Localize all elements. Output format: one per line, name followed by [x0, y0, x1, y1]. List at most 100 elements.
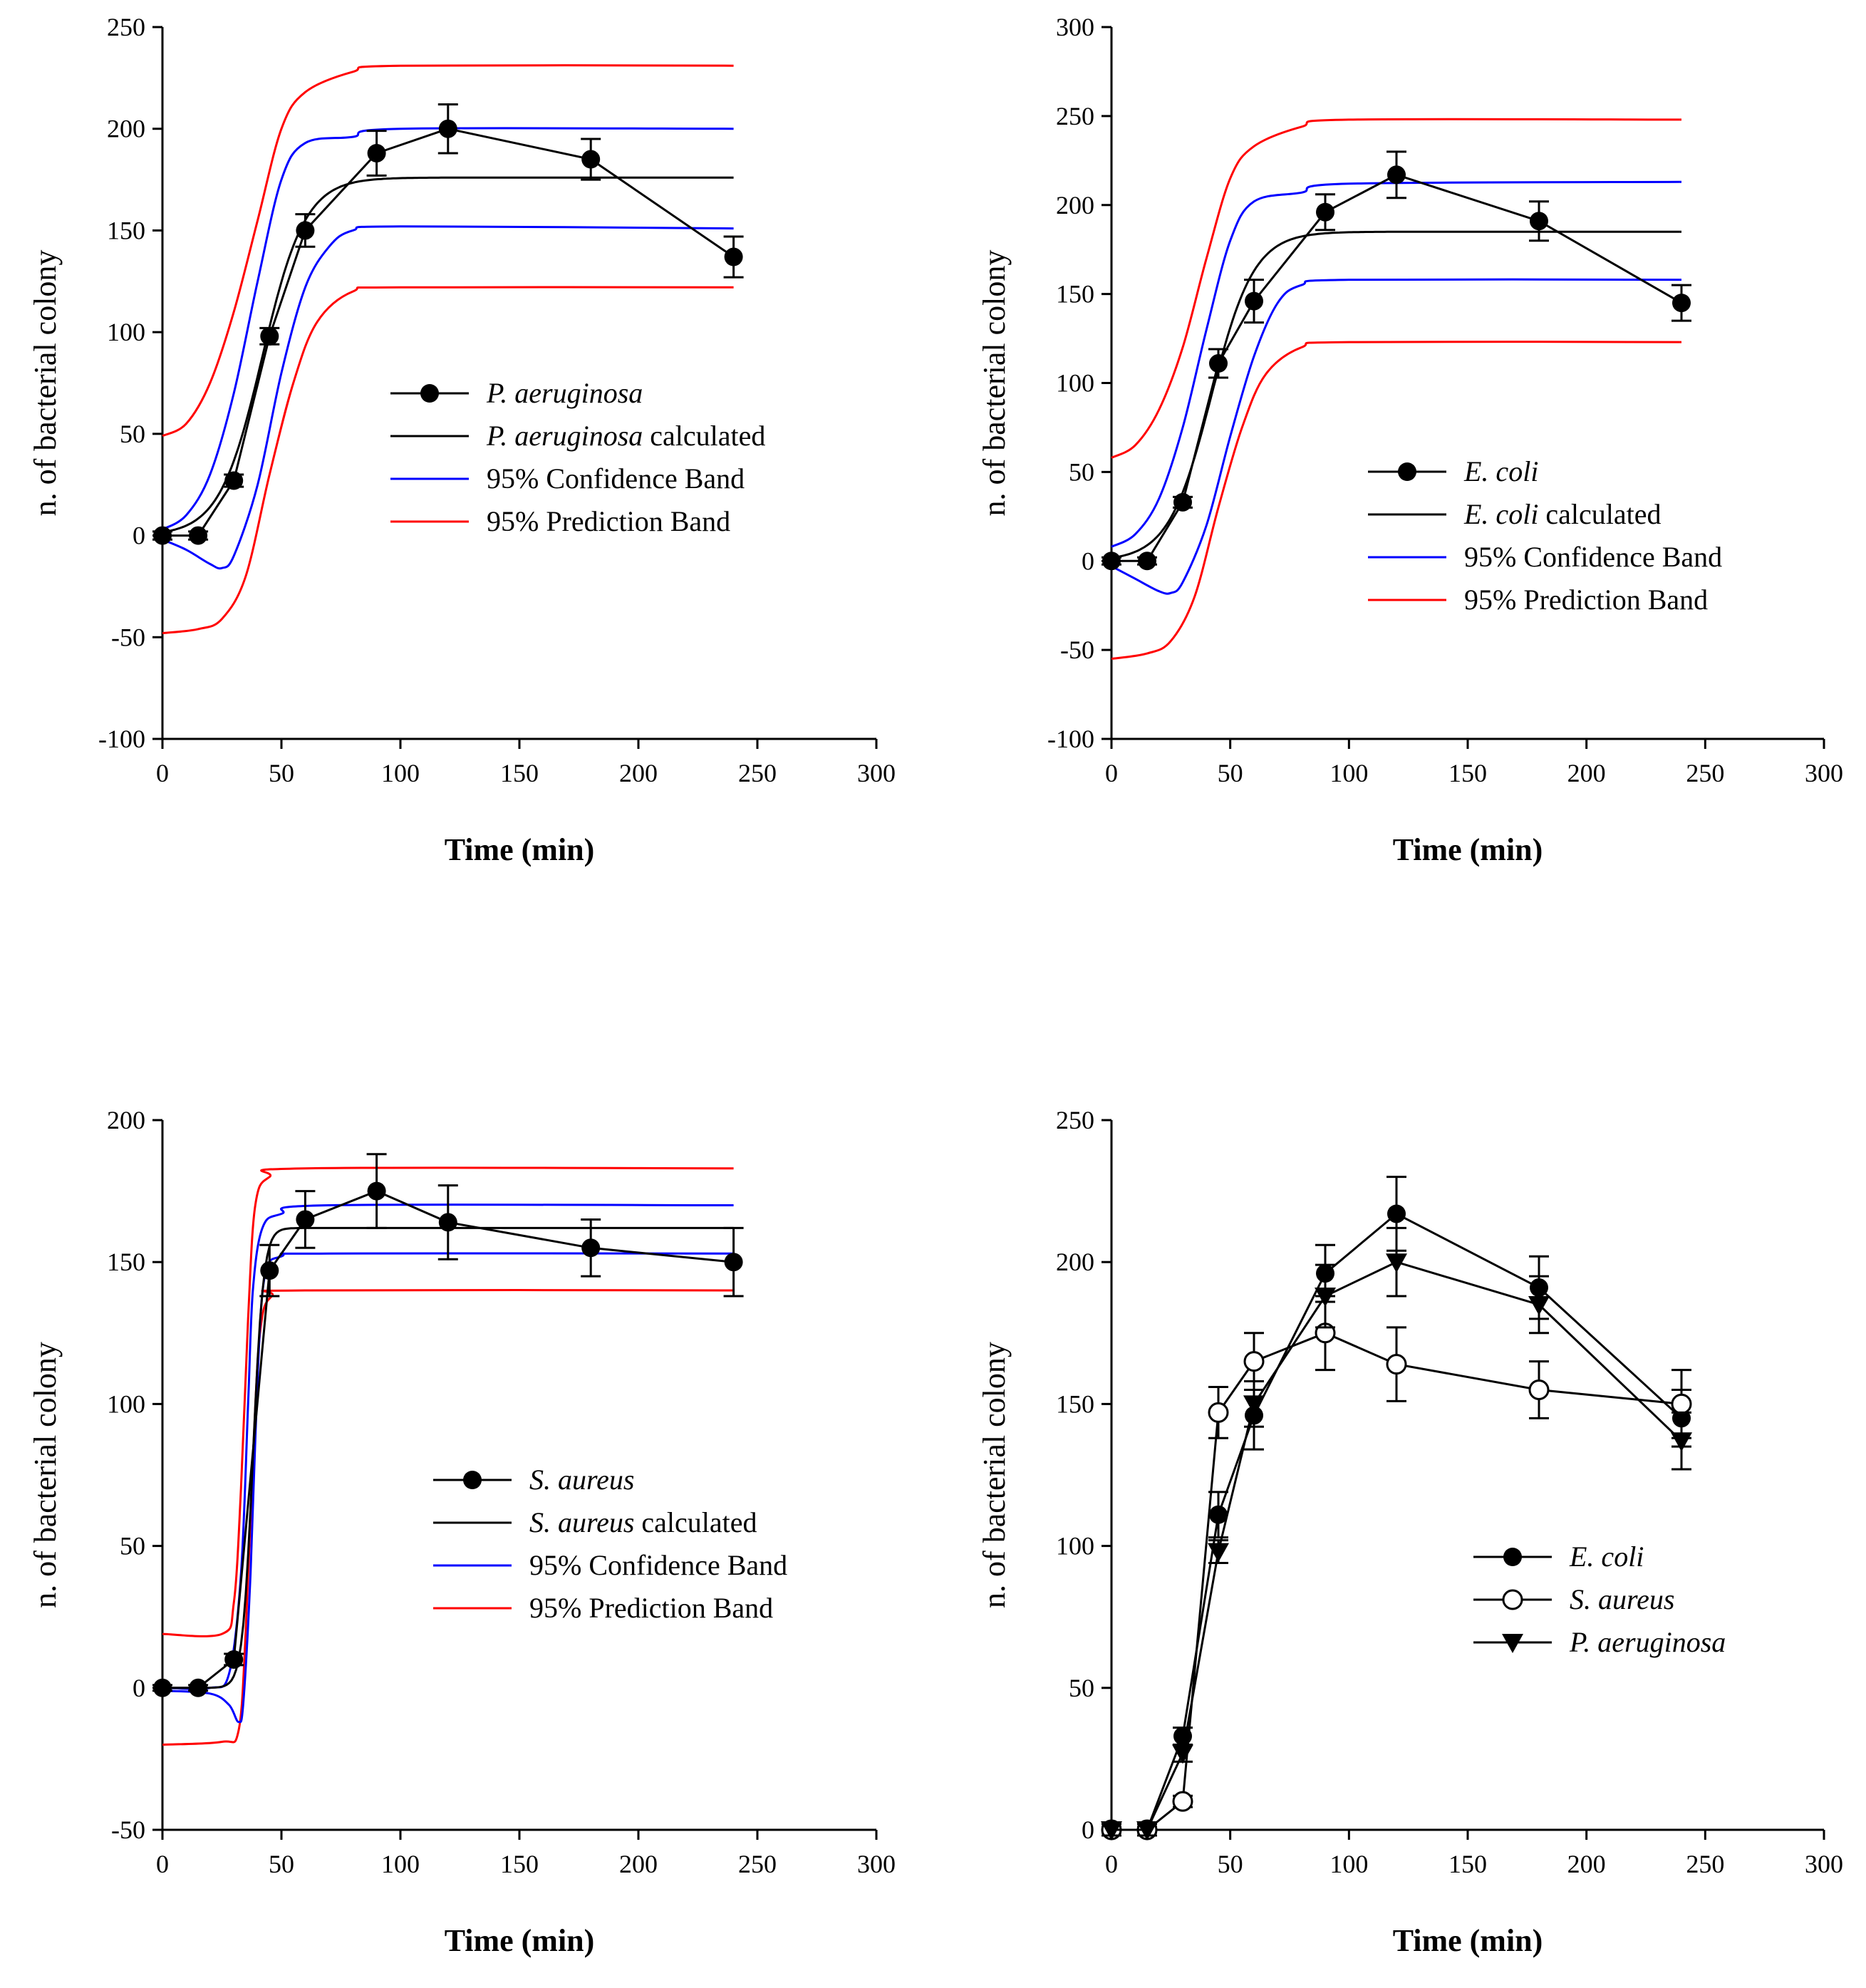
x-tick-label: 300	[1805, 759, 1843, 787]
legend-label-text: 95% Prediction Band	[1464, 584, 1708, 616]
data-point	[189, 1678, 208, 1697]
data-point	[1136, 1821, 1158, 1841]
x-tick-label: 100	[1329, 759, 1368, 787]
legend-label: 95% Confidence Band	[487, 462, 745, 495]
legend-marker	[420, 384, 439, 403]
y-tick-label: 100	[1056, 369, 1094, 398]
legend-label: 95% Prediction Band	[529, 1592, 773, 1624]
data-point	[189, 526, 208, 545]
y-tick-label: -100	[98, 725, 145, 753]
x-tick-label: 0	[1105, 1850, 1118, 1878]
x-axis-title: Time (min)	[445, 832, 595, 867]
series-2	[1101, 1226, 1692, 1841]
y-tick-label: 250	[107, 13, 145, 41]
data-point	[1208, 1402, 1229, 1423]
x-tick-label: 150	[1448, 759, 1487, 787]
y-tick-label: 50	[1069, 457, 1094, 486]
y-axis-title: n. of bacterial colony	[977, 1342, 1012, 1608]
y-tick-label: 200	[107, 115, 145, 143]
data-point	[153, 1678, 172, 1697]
x-tick-label: 200	[1567, 1850, 1606, 1878]
series-0	[1102, 150, 1691, 571]
data-point	[1386, 1354, 1407, 1375]
x-tick-label: 300	[1805, 1850, 1843, 1878]
x-tick-label: 200	[1567, 759, 1606, 787]
x-tick-label: 150	[500, 1850, 539, 1878]
series-line	[1111, 1332, 1682, 1831]
data-point	[367, 143, 386, 162]
legend-label-italic: P. aeruginosa	[1569, 1626, 1726, 1658]
x-tick-label: 200	[619, 1850, 658, 1878]
y-tick-label: 0	[133, 1674, 145, 1702]
x-axis-title: Time (min)	[1393, 1923, 1543, 1958]
y-tick-label: 50	[120, 420, 145, 448]
series-0	[152, 1153, 744, 1697]
x-tick-label: 150	[1448, 1850, 1487, 1878]
legend-marker	[463, 1471, 482, 1489]
panel-pa: -100 -50 0 50 100 150 200 250 0 50 100 150 200 250 300…	[28, 13, 896, 867]
data-point	[724, 1253, 743, 1272]
legend-label-italic: E. coli	[1463, 455, 1538, 487]
y-tick-label: 150	[107, 216, 145, 244]
data-point	[1387, 165, 1406, 185]
x-tick-label: 150	[500, 759, 539, 787]
data-point	[1138, 552, 1156, 571]
prediction-band-lower	[162, 286, 734, 635]
data-point	[296, 1210, 315, 1229]
y-tick-label: 0	[1082, 1816, 1094, 1844]
legend-label: E. coli calculated	[1463, 498, 1662, 530]
x-tick-label: 250	[738, 1850, 777, 1878]
x-tick-label: 0	[1105, 759, 1118, 787]
data-point	[581, 1238, 601, 1258]
legend-label-text: calculated	[634, 1506, 757, 1538]
x-tick-label: 0	[156, 1850, 169, 1878]
x-tick-label: 50	[1218, 759, 1243, 787]
legend-label: P. aeruginosa	[1569, 1626, 1726, 1658]
data-point	[1101, 1821, 1122, 1841]
data-point	[1387, 1204, 1406, 1223]
legend-label: 95% Confidence Band	[1464, 541, 1722, 573]
y-tick-label: 0	[1082, 547, 1094, 575]
y-tick-label: 150	[1056, 280, 1094, 309]
data-point	[581, 150, 601, 169]
y-tick-label: 250	[1056, 1106, 1094, 1134]
legend-marker	[1502, 1634, 1523, 1653]
legend-label-italic: S. aureus	[1570, 1583, 1674, 1615]
confidence-band-lower	[1111, 278, 1682, 595]
prediction-band-lower	[1111, 341, 1682, 661]
legend: E. coli S. aureus P. aeruginosa	[1473, 1541, 1726, 1658]
data-point	[224, 471, 244, 490]
data-point	[296, 221, 315, 240]
data-point	[1209, 354, 1228, 373]
y-tick-label: 100	[107, 318, 145, 346]
legend-label-text: calculated	[643, 420, 765, 452]
legend-marker	[1503, 1548, 1522, 1566]
legend-label-italic: E. coli	[1463, 498, 1538, 530]
data-point	[1102, 552, 1121, 571]
x-tick-label: 0	[156, 759, 169, 787]
series-line	[1111, 1212, 1683, 1831]
confidence-band-upper	[162, 1203, 734, 1690]
y-tick-label: -50	[111, 623, 145, 651]
legend-label-italic: P. aeruginosa	[486, 377, 643, 409]
data-point	[724, 247, 743, 266]
prediction-band-upper	[162, 1166, 734, 1637]
legend-label-text: calculated	[1538, 498, 1661, 530]
data-point	[1386, 1253, 1407, 1273]
y-tick-label: 250	[1056, 102, 1094, 130]
data-point	[260, 326, 279, 346]
x-tick-label: 50	[1218, 1850, 1243, 1878]
fitted-curve	[162, 176, 734, 534]
legend-label: 95% Prediction Band	[487, 505, 730, 537]
confidence-band-upper	[162, 127, 734, 531]
legend-label: S. aureus	[529, 1464, 634, 1496]
x-tick-label: 50	[269, 759, 294, 787]
series-0	[152, 103, 744, 545]
legend-label: P. aeruginosa calculated	[486, 420, 765, 452]
legend-label-italic: S. aureus	[529, 1506, 634, 1538]
y-tick-label: 300	[1056, 13, 1094, 41]
legend-label-text: 95% Confidence Band	[1464, 541, 1722, 573]
x-tick-label: 250	[1686, 759, 1724, 787]
